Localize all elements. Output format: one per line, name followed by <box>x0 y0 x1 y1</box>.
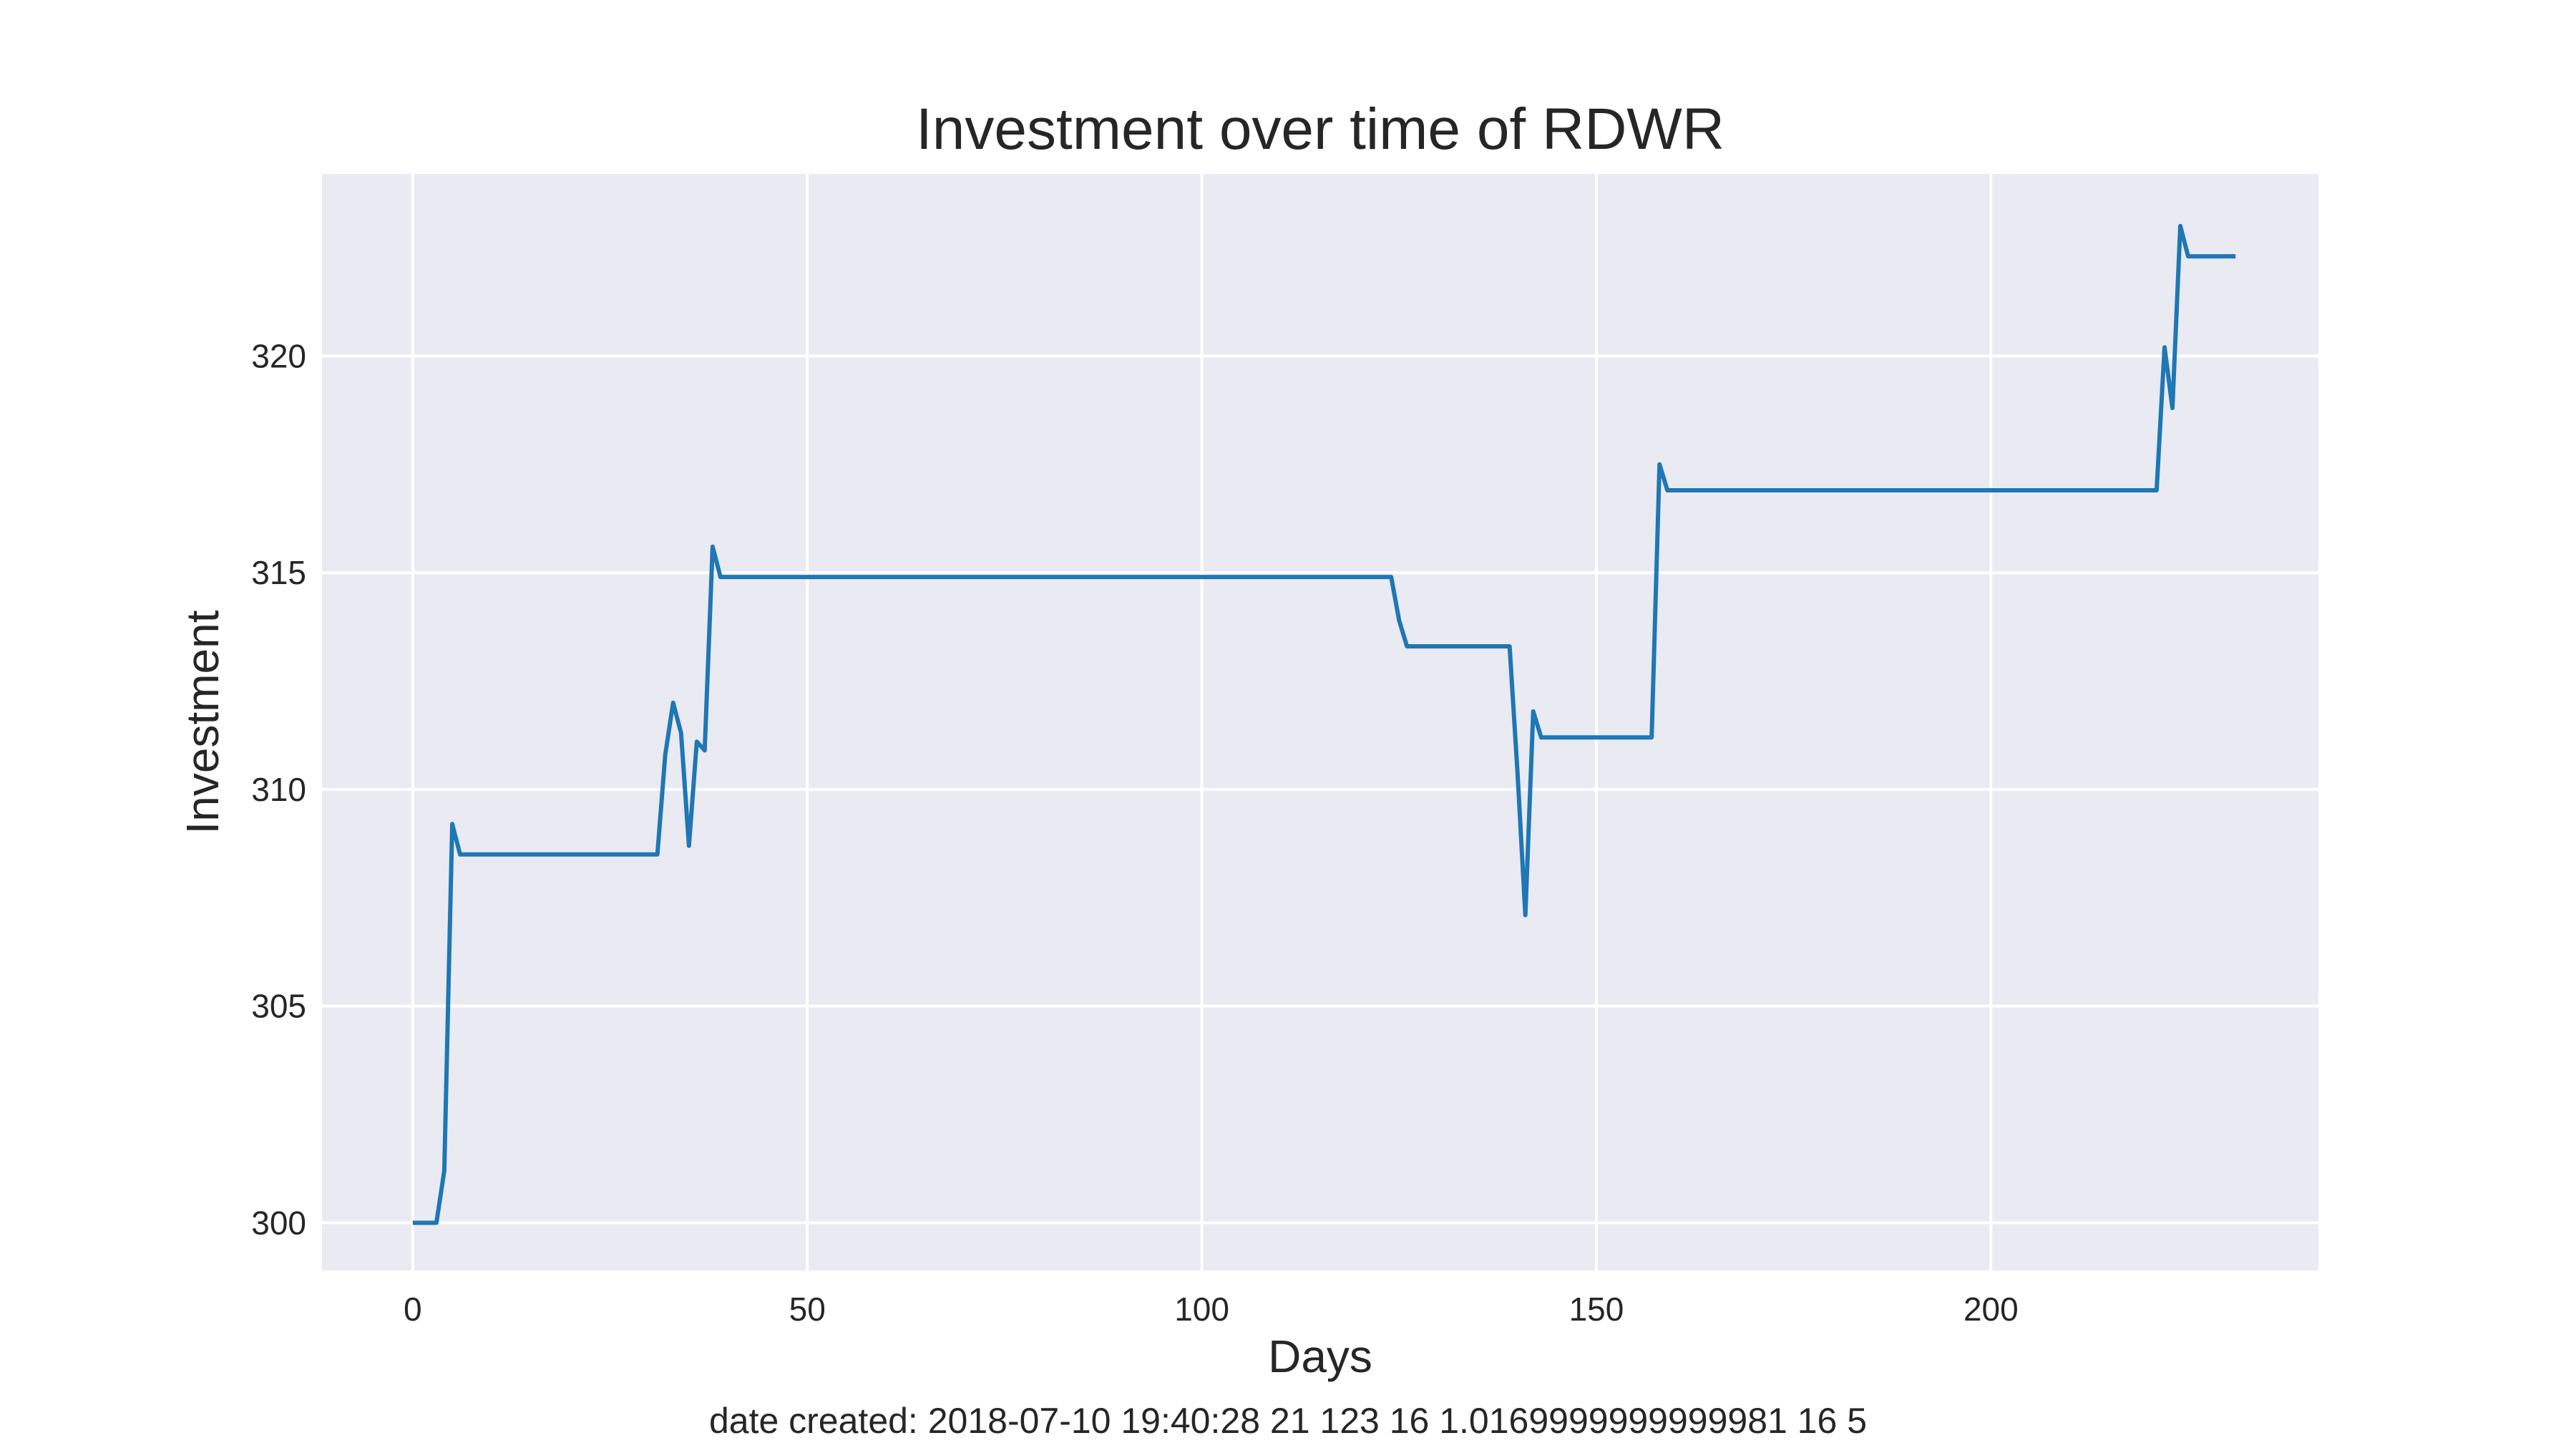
series-group <box>412 223 2236 1225</box>
x-tick-label: 0 <box>404 1291 422 1328</box>
y-tick-label: 315 <box>251 554 306 591</box>
y-tick-label: 320 <box>251 337 306 374</box>
grid-lines <box>322 174 2318 1270</box>
y-tick-label: 300 <box>251 1204 306 1241</box>
x-tick-label: 50 <box>789 1291 826 1328</box>
x-tick-label: 200 <box>1963 1291 2019 1328</box>
x-tick-label: 150 <box>1569 1291 1624 1328</box>
y-tick-label: 310 <box>251 771 306 808</box>
y-axis-label: Investment <box>177 610 228 834</box>
x-tick-label: 100 <box>1174 1291 1229 1328</box>
chart-title: Investment over time of RDWR <box>916 97 1724 162</box>
footer-date-created: date created: 2018-07-10 19:40:28 21 123… <box>709 1401 1867 1441</box>
x-tick-labels: 0 50 100 150 200 <box>404 1291 2019 1328</box>
x-axis-label: Days <box>1268 1331 1372 1382</box>
y-tick-label: 305 <box>251 988 306 1025</box>
plot-area <box>322 174 2318 1270</box>
y-tick-labels: 300 305 310 315 320 <box>251 337 306 1241</box>
investment-series-line <box>412 223 2236 1225</box>
